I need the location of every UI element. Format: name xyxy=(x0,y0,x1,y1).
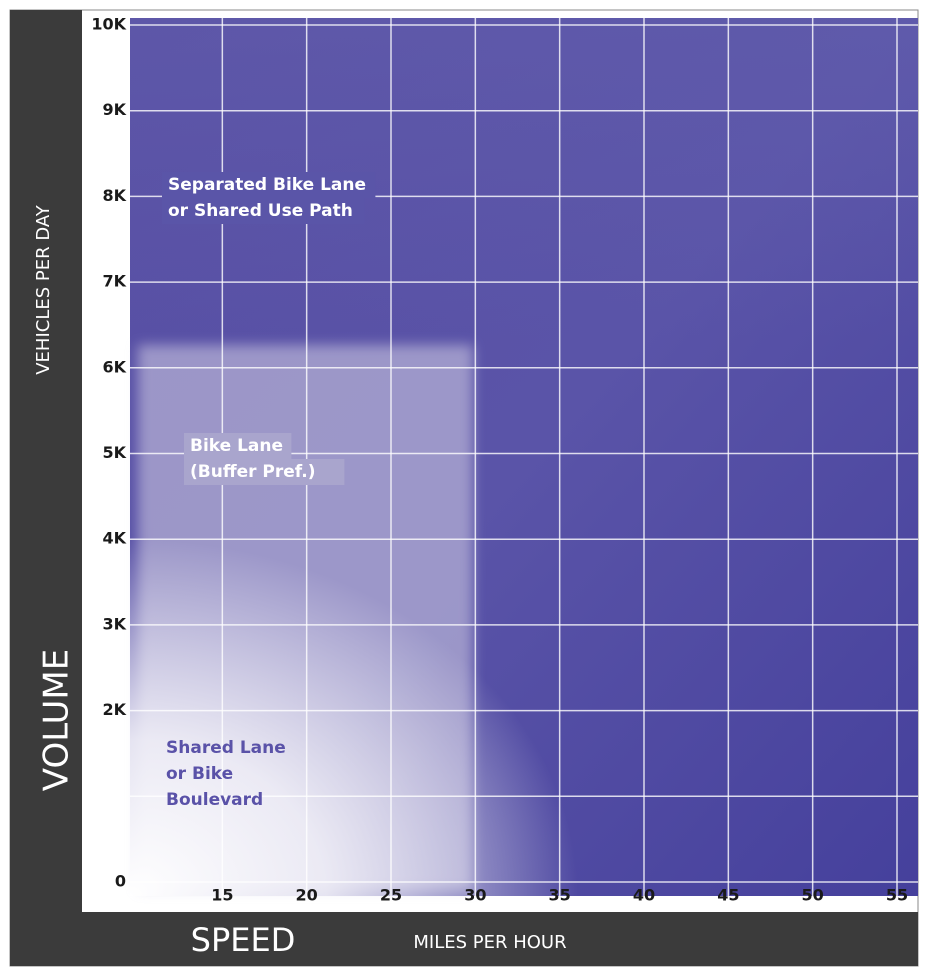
zone-label: (Buffer Pref.) xyxy=(190,462,316,482)
x-band xyxy=(10,912,918,966)
y-band xyxy=(10,10,82,966)
y-tick-label: 0 xyxy=(115,872,126,891)
x-tick-label: 35 xyxy=(549,886,571,905)
y-axis-label: VOLUME xyxy=(37,649,77,791)
x-axis-label: SPEED xyxy=(191,921,296,959)
x-tick-label: 25 xyxy=(380,886,402,905)
y-tick-label: 10K xyxy=(91,15,126,34)
shared-lane-zone xyxy=(130,450,690,896)
y-tick-label: 2K xyxy=(102,700,126,719)
zone-label: or Bike xyxy=(166,764,233,784)
zone-label-pad xyxy=(184,459,345,485)
y-tick-label: 8K xyxy=(102,186,126,205)
x-tick-label: 20 xyxy=(296,886,318,905)
zone-label: or Shared Use Path xyxy=(168,201,353,221)
zone-label-pad xyxy=(162,172,376,198)
zone-label: Bike Lane xyxy=(190,436,283,456)
y-tick-label: 9K xyxy=(102,100,126,119)
x-tick-label: 45 xyxy=(717,886,739,905)
x-tick-label: 30 xyxy=(464,886,486,905)
zone-label: Shared Lane xyxy=(166,738,286,758)
x-axis-sublabel: MILES PER HOUR xyxy=(413,932,566,953)
y-tick-label: 3K xyxy=(102,614,126,633)
zone-label-pad xyxy=(162,198,365,224)
y-tick-label: 5K xyxy=(102,443,126,462)
y-axis-sublabel: VEHICLES PER DAY xyxy=(33,204,54,375)
y-tick-label: 4K xyxy=(102,529,126,548)
x-tick-label: 40 xyxy=(633,886,655,905)
y-tick-label: 7K xyxy=(102,272,126,291)
y-tick-label: 6K xyxy=(102,357,126,376)
zone-label: Separated Bike Lane xyxy=(168,175,366,195)
x-tick-label: 55 xyxy=(886,886,908,905)
x-tick-label: 50 xyxy=(802,886,824,905)
x-tick-label: 15 xyxy=(211,886,233,905)
zone-label-pad xyxy=(184,433,292,459)
zone-label: Boulevard xyxy=(166,790,263,810)
